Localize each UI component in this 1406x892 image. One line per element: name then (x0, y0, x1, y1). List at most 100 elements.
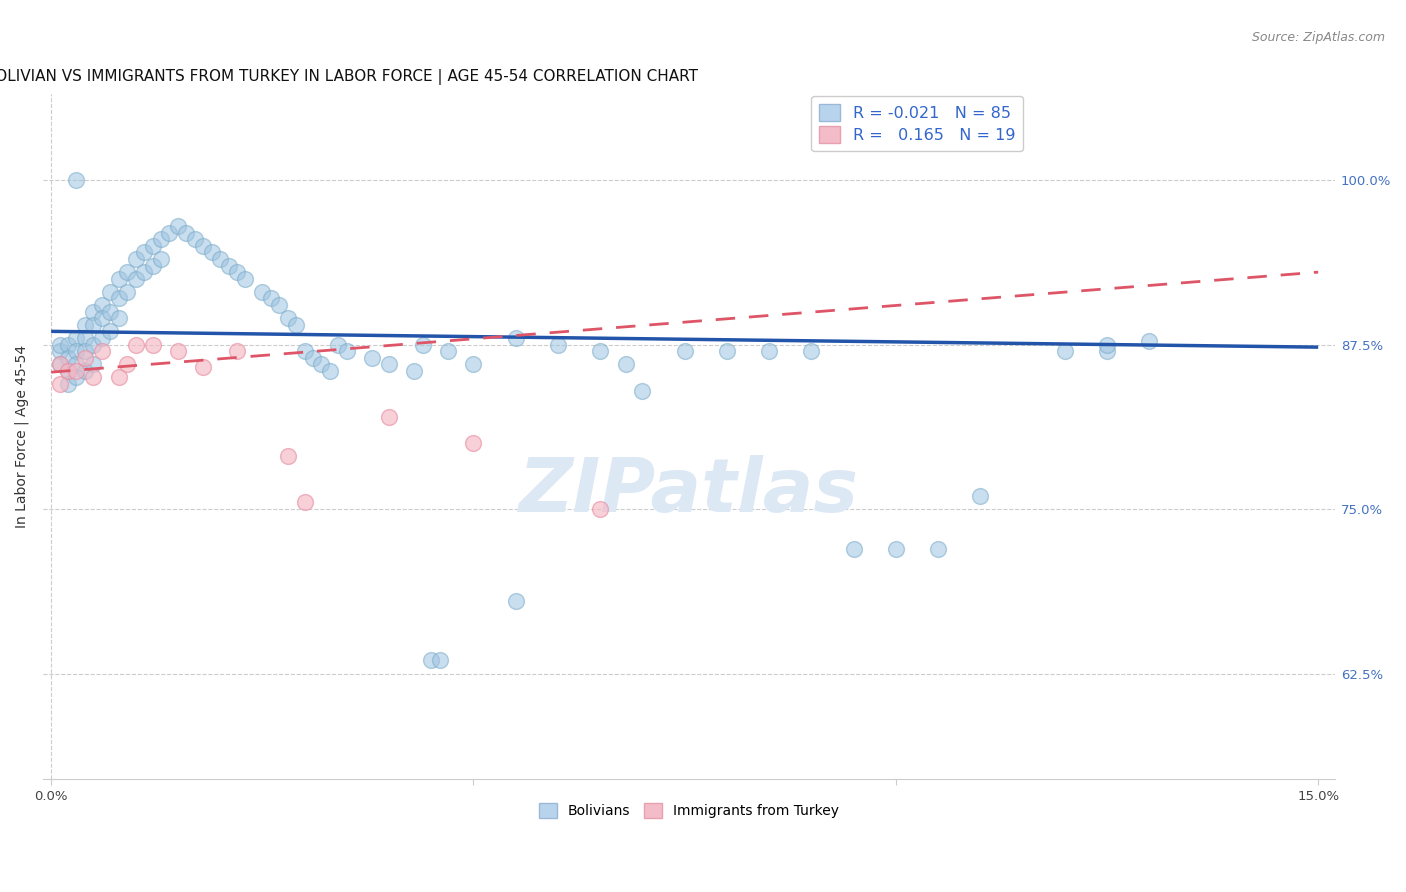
Point (149, 232, 172, 246)
Point (166, 219, 188, 233)
Point (252, 285, 274, 299)
Point (73, 364, 96, 378)
Point (302, 351, 325, 365)
Point (107, 370, 129, 384)
Point (115, 285, 138, 299)
Legend: Bolivians, Immigrants from Turkey: Bolivians, Immigrants from Turkey (533, 797, 845, 823)
Point (73, 344, 96, 359)
Point (124, 271, 146, 285)
Point (107, 292, 129, 306)
Point (48, 337, 70, 351)
Point (132, 265, 155, 279)
Point (1095, 344, 1118, 359)
Point (98, 324, 121, 338)
Point (141, 337, 163, 351)
Point (842, 541, 865, 556)
Point (927, 541, 949, 556)
Point (166, 344, 188, 359)
Point (107, 271, 129, 285)
Point (209, 252, 232, 266)
Point (48, 357, 70, 371)
Point (235, 271, 257, 285)
Point (149, 252, 172, 266)
Point (141, 259, 163, 273)
Point (437, 344, 460, 359)
Point (65, 364, 87, 378)
Point (378, 357, 401, 371)
Point (547, 337, 569, 351)
Point (48, 377, 70, 392)
Point (56, 364, 79, 378)
Point (56, 377, 79, 392)
Point (107, 311, 129, 326)
Point (589, 502, 612, 516)
Text: BOLIVIAN VS IMMIGRANTS FROM TURKEY IN LABOR FORCE | AGE 45-54 CORRELATION CHART: BOLIVIAN VS IMMIGRANTS FROM TURKEY IN LA… (0, 69, 697, 85)
Point (336, 344, 359, 359)
Point (73, 331, 96, 345)
Point (294, 344, 316, 359)
Point (673, 344, 696, 359)
Point (505, 594, 527, 608)
Point (218, 259, 240, 273)
Point (115, 357, 138, 371)
Point (884, 541, 907, 556)
Point (56, 364, 79, 378)
Point (260, 292, 283, 306)
Point (758, 344, 780, 359)
Point (420, 653, 443, 667)
Point (115, 265, 138, 279)
Text: Source: ZipAtlas.com: Source: ZipAtlas.com (1251, 31, 1385, 45)
Point (631, 384, 654, 398)
Point (277, 311, 299, 326)
Point (193, 359, 215, 374)
Point (82, 370, 104, 384)
Point (65, 370, 87, 384)
Point (56, 337, 79, 351)
Point (90, 298, 112, 312)
Point (124, 337, 146, 351)
Point (90, 331, 112, 345)
Point (311, 357, 333, 371)
Point (429, 653, 451, 667)
Point (124, 252, 146, 266)
Point (463, 436, 485, 450)
Point (65, 344, 87, 359)
Point (463, 357, 485, 371)
Point (319, 364, 342, 378)
Point (269, 298, 291, 312)
Point (716, 344, 738, 359)
Point (1053, 344, 1076, 359)
Point (505, 331, 527, 345)
Point (48, 344, 70, 359)
Point (226, 265, 249, 279)
Point (98, 304, 121, 318)
Point (285, 318, 308, 332)
Point (65, 331, 87, 345)
Point (73, 351, 96, 365)
Point (90, 344, 112, 359)
Point (73, 318, 96, 332)
Point (132, 245, 155, 260)
Point (800, 344, 823, 359)
Point (1095, 337, 1118, 351)
Point (48, 357, 70, 371)
Point (65, 357, 87, 371)
Point (589, 344, 612, 359)
Point (82, 337, 104, 351)
Point (328, 337, 350, 351)
Y-axis label: In Labor Force | Age 45-54: In Labor Force | Age 45-54 (15, 345, 30, 528)
Point (201, 245, 224, 260)
Point (277, 450, 299, 464)
Point (82, 318, 104, 332)
Point (412, 337, 434, 351)
Point (226, 344, 249, 359)
Point (56, 351, 79, 365)
Point (157, 226, 180, 240)
Point (614, 357, 637, 371)
Point (174, 226, 197, 240)
Point (361, 351, 384, 365)
Text: ZIPatlas: ZIPatlas (519, 455, 859, 528)
Point (404, 364, 426, 378)
Point (378, 409, 401, 424)
Point (82, 357, 104, 371)
